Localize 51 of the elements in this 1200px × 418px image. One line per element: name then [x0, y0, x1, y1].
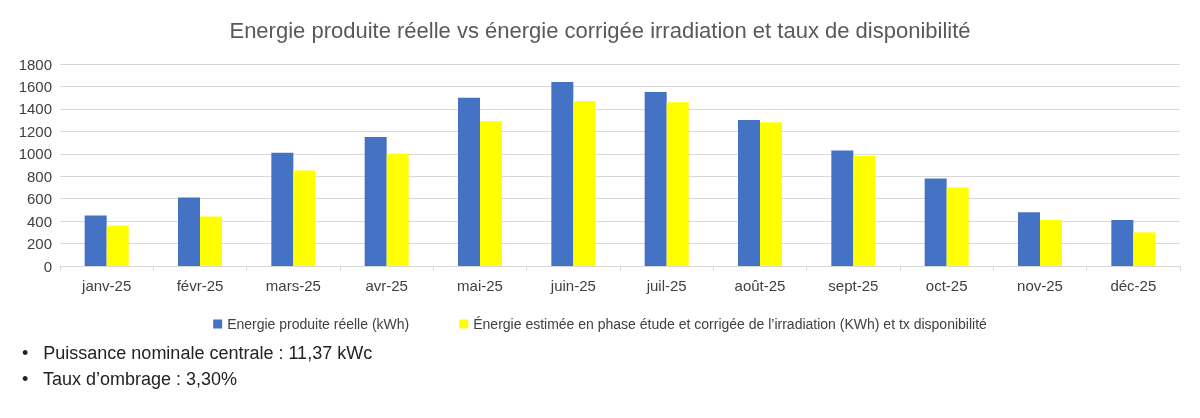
- bar: [480, 121, 502, 266]
- x-tick-label: juil-25: [645, 277, 687, 294]
- x-tick-label: oct-25: [925, 277, 968, 294]
- bar: [666, 102, 689, 266]
- bar: [458, 97, 480, 266]
- legend-label: Énergie estimée en phase étude et corrigée de l’irradiation (KWh) et tx disponibilité: [473, 316, 988, 332]
- x-tick-label: févr-25: [176, 277, 224, 294]
- x-tick-label: déc-25: [1110, 277, 1157, 294]
- y-tick-label: 600: [26, 190, 52, 208]
- x-tick-label: avr-25: [365, 277, 408, 294]
- y-tick-label: 800: [26, 167, 52, 185]
- y-tick-label: 1600: [18, 77, 52, 95]
- bar: [84, 215, 107, 266]
- x-tick-label: juin-25: [549, 277, 596, 294]
- bar: [386, 153, 409, 266]
- y-tick-label: 1800: [18, 55, 52, 73]
- bar: [293, 170, 316, 266]
- y-tick-label: 1200: [18, 122, 52, 140]
- bar: [271, 152, 294, 266]
- x-tick-label: sept-25: [828, 277, 879, 294]
- bar: [760, 122, 782, 266]
- y-tick-label: 200: [26, 235, 52, 253]
- y-tick-label: 400: [26, 212, 52, 230]
- bar: [853, 156, 876, 266]
- bar: [738, 120, 760, 266]
- bar: [364, 136, 387, 266]
- x-tick-label: janv-25: [81, 277, 132, 294]
- bar: [831, 150, 854, 266]
- bar: [1040, 219, 1062, 266]
- x-tick-label: mai-25: [457, 277, 503, 294]
- bar: [644, 92, 667, 266]
- x-tick-label: août-25: [734, 277, 786, 294]
- bar: [1133, 232, 1156, 266]
- y-tick-label: 0: [43, 257, 52, 275]
- bar: [946, 187, 969, 266]
- bar: [1018, 212, 1040, 266]
- bar: [200, 216, 222, 266]
- bar: [924, 178, 947, 266]
- x-tick-label: nov-25: [1017, 277, 1063, 294]
- bar: [573, 101, 596, 266]
- legend-label: Energie produite réelle (kWh): [227, 316, 410, 332]
- y-tick-label: 1000: [18, 145, 52, 163]
- y-tick-label: 1400: [18, 100, 52, 118]
- x-tick-label: mars-25: [265, 277, 321, 294]
- bar: [106, 225, 129, 266]
- text: • Puissance nominale centrale : 11,37 kWc: [22, 342, 374, 365]
- bar: [178, 197, 200, 266]
- text: • Taux d’ombrage : 3,30%: [22, 368, 239, 391]
- chart-title: Energie produite réelle vs énergie corrigée irradiation et taux de disponibilité: [229, 17, 971, 43]
- bar: [1111, 219, 1134, 266]
- bar: [551, 81, 574, 266]
